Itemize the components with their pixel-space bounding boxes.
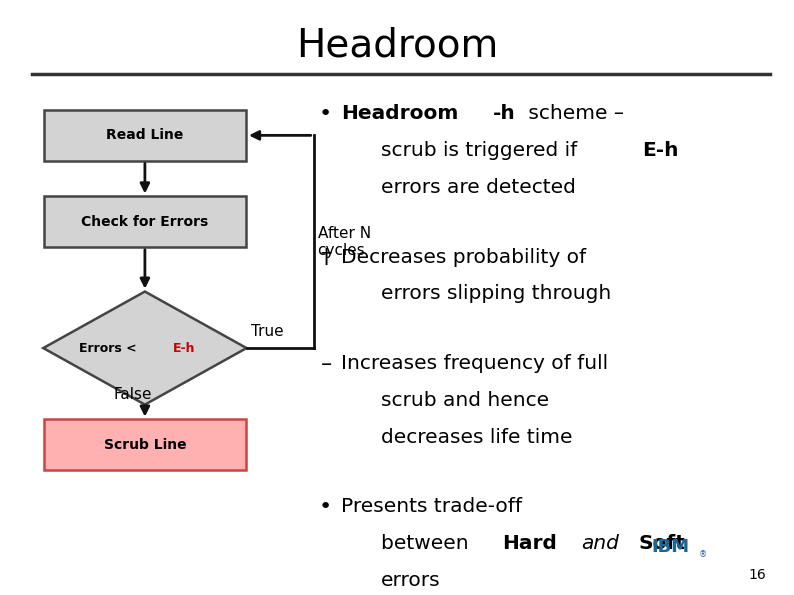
Text: errors: errors [381, 571, 441, 590]
Text: Hard: Hard [503, 534, 557, 553]
Text: -h: -h [493, 104, 515, 123]
Text: •: • [318, 104, 332, 124]
Polygon shape [43, 292, 246, 405]
Text: After N
cycles: After N cycles [318, 226, 371, 258]
Text: †: † [321, 248, 332, 268]
Text: Presents trade-off: Presents trade-off [341, 497, 522, 516]
Text: –: – [321, 354, 332, 374]
FancyBboxPatch shape [44, 196, 246, 247]
Text: errors are detected: errors are detected [381, 178, 576, 197]
Text: Check for Errors: Check for Errors [81, 215, 209, 228]
Text: Errors <: Errors < [79, 342, 141, 355]
Text: E-h: E-h [173, 342, 196, 355]
Text: errors slipping through: errors slipping through [381, 284, 611, 303]
Text: E-h: E-h [642, 141, 679, 160]
Text: Headroom: Headroom [341, 104, 459, 123]
Text: •: • [318, 497, 332, 518]
Text: Read Line: Read Line [106, 129, 183, 142]
Text: 16: 16 [749, 568, 766, 582]
Text: between: between [381, 534, 475, 553]
Text: scheme –: scheme – [522, 104, 624, 123]
Text: scrub is triggered if: scrub is triggered if [381, 141, 584, 160]
Text: True: True [251, 324, 283, 339]
Text: Scrub Line: Scrub Line [103, 438, 187, 452]
FancyBboxPatch shape [44, 110, 246, 161]
Text: False: False [114, 387, 152, 402]
Text: Soft: Soft [638, 534, 685, 553]
Text: ®: ® [699, 550, 707, 559]
Text: Headroom: Headroom [296, 27, 498, 65]
Text: IBM: IBM [652, 538, 690, 556]
Text: and: and [581, 534, 619, 553]
Text: Increases frequency of full: Increases frequency of full [341, 354, 608, 373]
Text: decreases life time: decreases life time [381, 428, 572, 447]
Text: Decreases probability of: Decreases probability of [341, 248, 587, 267]
FancyBboxPatch shape [44, 419, 246, 470]
Text: scrub and hence: scrub and hence [381, 391, 549, 410]
